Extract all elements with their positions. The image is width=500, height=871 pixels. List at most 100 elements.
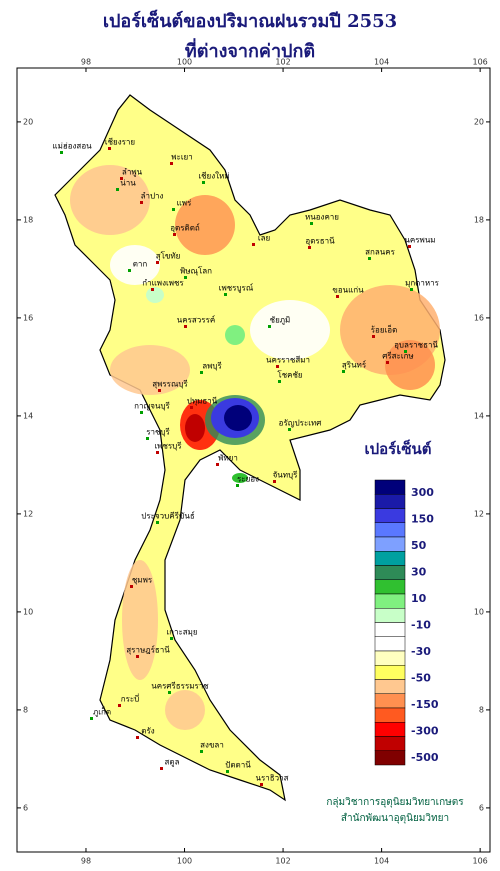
place-label: มุกดาหาร <box>405 279 440 288</box>
x-tick-label: 106 <box>473 58 488 67</box>
x-tick-label: 100 <box>177 58 192 67</box>
legend-label: 10 <box>411 592 427 605</box>
legend-swatch <box>374 608 406 623</box>
place-label: จันทบุรี <box>273 471 299 480</box>
legend-swatch <box>374 707 406 723</box>
station-dot <box>130 585 133 588</box>
legend-swatch <box>374 665 406 680</box>
y-tick-label: 16 <box>23 313 33 322</box>
station-dot <box>120 177 123 180</box>
legend-label: 30 <box>411 566 427 579</box>
station-dot <box>190 406 193 409</box>
y-tick-label: 14 <box>23 411 33 420</box>
legend-swatch <box>374 522 406 538</box>
place-label: เพชรบูรณ์ <box>219 283 254 294</box>
station-dot <box>336 295 339 298</box>
place-label: เชียงใหม่ <box>198 172 229 181</box>
station-dot <box>136 736 139 739</box>
x-tick-label: 100 <box>177 857 192 866</box>
y-tick-label: 8 <box>479 705 484 714</box>
station-dot <box>184 276 187 279</box>
place-label: เกาะสมุย <box>166 628 197 637</box>
place-label: โชคชัย <box>277 370 302 380</box>
y-tick-label: 6 <box>479 803 484 812</box>
legend-label: 300 <box>411 486 434 499</box>
station-dot <box>408 245 411 248</box>
place-label: แม่ฮ่องสอน <box>52 142 92 151</box>
place-label: นครราชสีมา <box>266 356 310 365</box>
place-label: ลพบุรี <box>202 362 222 371</box>
place-label: นครสวรรค์ <box>177 315 215 325</box>
station-dot <box>170 637 173 640</box>
legend-label: -10 <box>411 619 431 632</box>
legend-swatch <box>374 579 406 595</box>
station-dot <box>368 257 371 260</box>
place-label: ปัตตานี <box>225 761 251 770</box>
place-label: ร้อยเอ็ด <box>371 325 398 335</box>
station-dot <box>226 770 229 773</box>
station-dot <box>172 208 175 211</box>
place-label: ปทุมธานี <box>187 397 218 406</box>
legend-swatch <box>374 750 406 766</box>
x-tick-label: 104 <box>374 58 389 67</box>
place-label: กาญจนบุรี <box>134 402 170 411</box>
legend-swatch <box>374 479 406 495</box>
place-label: สุโขทัย <box>156 251 181 261</box>
y-tick-label: 14 <box>474 411 484 420</box>
place-label: หนองคาย <box>305 213 339 222</box>
legend-swatch <box>374 593 406 609</box>
y-tick-label: 10 <box>23 607 33 616</box>
place-label: ศรีสะเกษ <box>382 352 413 361</box>
y-tick-label: 16 <box>474 313 484 322</box>
station-dot <box>268 325 271 328</box>
y-tick-label: 6 <box>23 803 28 812</box>
place-label: พัทยา <box>218 454 238 463</box>
place-label: ลำพูน <box>122 168 143 178</box>
place-label: อุตรดิตถ์ <box>170 223 200 233</box>
y-tick-label: 12 <box>474 509 484 518</box>
place-label: ตาก <box>133 260 148 269</box>
legend-label: -300 <box>411 725 439 738</box>
place-label: ระยอง <box>237 475 259 484</box>
x-tick-label: 98 <box>81 857 91 866</box>
station-dot <box>372 335 375 338</box>
legend-label: -50 <box>411 672 431 685</box>
legend-swatch <box>374 693 406 709</box>
station-dot <box>160 767 163 770</box>
legend-swatch <box>374 736 406 751</box>
place-label: เลย <box>258 234 270 243</box>
station-dot <box>158 389 161 392</box>
y-tick-label: 20 <box>474 117 484 126</box>
place-label: พิษณุโลก <box>180 266 212 276</box>
place-label: สุพรรณบุรี <box>152 380 188 389</box>
x-tick-label: 102 <box>275 58 290 67</box>
place-label: ลำปาง <box>141 192 164 201</box>
station-dot <box>342 370 345 373</box>
station-dot <box>156 521 159 524</box>
place-label: สงขลา <box>200 741 224 750</box>
station-dot <box>136 655 139 658</box>
station-dot <box>410 288 413 291</box>
station-dot <box>156 451 159 454</box>
legend-label: -150 <box>411 698 439 711</box>
place-label: แพร่ <box>177 199 192 208</box>
place-label: ตรัง <box>141 727 154 736</box>
station-dot <box>90 717 93 720</box>
country-shape <box>54 94 446 802</box>
station-dot <box>168 691 171 694</box>
credit-line: กลุ่มวิชาการอุตุนิยมวิทยาเกษตร <box>326 797 464 808</box>
station-dot <box>236 484 239 487</box>
y-tick-label: 18 <box>474 215 484 224</box>
place-label: นราธิวาส <box>255 774 288 783</box>
place-label: กำแพงเพชร <box>142 279 184 288</box>
legend-label: 50 <box>411 539 427 552</box>
place-label: สกลนคร <box>365 248 395 257</box>
station-dot <box>173 233 176 236</box>
station-dot <box>140 201 143 204</box>
legend-label: 150 <box>411 513 434 526</box>
x-tick-label: 98 <box>81 58 91 67</box>
station-dot <box>60 151 63 154</box>
x-tick-label: 102 <box>275 857 290 866</box>
legend-swatch <box>374 565 406 580</box>
